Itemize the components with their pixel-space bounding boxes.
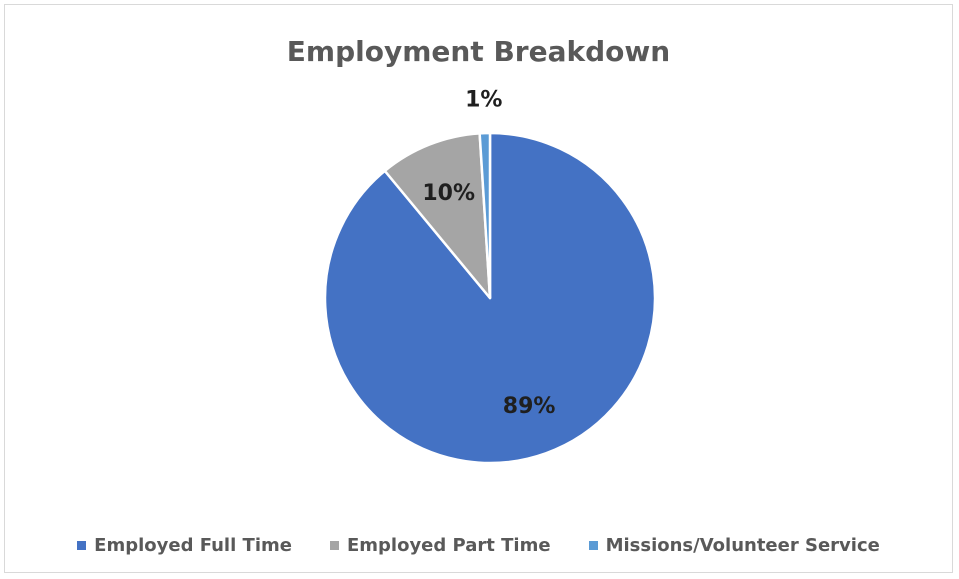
pie-slice-part-time [383, 132, 492, 300]
legend: Employed Full Time Employed Part Time Mi… [5, 535, 952, 556]
chart-title: Employment Breakdown [286, 35, 671, 68]
legend-item-missions: Missions/Volunteer Service [588, 535, 880, 556]
data-label-missions: 1% [465, 88, 502, 113]
data-label-part-time: 10% [422, 181, 475, 206]
pie-slice-missions [478, 131, 492, 300]
pie-chart: 89% 10% 1% [323, 88, 657, 465]
legend-item-part-time: Employed Part Time [329, 535, 551, 556]
legend-swatch-full-time [77, 541, 87, 550]
data-label-full-time: 89% [503, 394, 556, 419]
legend-swatch-missions [588, 541, 598, 550]
legend-label-full-time: Employed Full Time [94, 535, 292, 556]
legend-label-missions: Missions/Volunteer Service [605, 535, 880, 556]
chart-frame: Employment Breakdown 89% 10% 1% Employed F… [4, 4, 953, 573]
legend-item-full-time: Employed Full Time [77, 535, 292, 556]
legend-swatch-part-time [329, 541, 339, 550]
legend-label-part-time: Employed Part Time [346, 535, 551, 556]
